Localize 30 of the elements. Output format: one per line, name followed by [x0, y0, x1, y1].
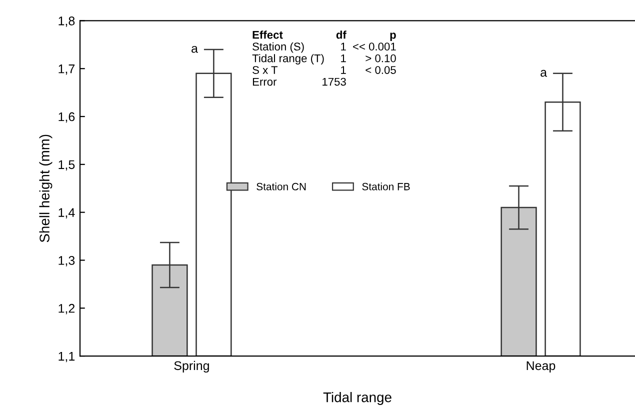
annotation: 1 [341, 42, 346, 50]
annotation: << 0.001 [353, 42, 396, 51]
x-tick-label: Spring [174, 360, 209, 373]
annotation: p [390, 32, 396, 41]
annotation: > 0.10 [366, 54, 396, 62]
legend-label: Station FB [362, 182, 410, 190]
annotation: 1753 [322, 78, 346, 86]
y-tick-label: 1,7 [58, 64, 75, 75]
annotation: Station (S) [252, 42, 304, 53]
y-tick-label: 1,4 [58, 208, 75, 218]
annotation: a [540, 70, 548, 77]
annotation: df [336, 30, 346, 39]
annotation: Error [252, 78, 277, 86]
y-tick-label: 1,5 [58, 160, 75, 171]
annotation: 1 [341, 54, 346, 62]
legend-label: Station CN [256, 182, 306, 190]
y-tick-label: 1,1 [58, 352, 75, 362]
annotation: Tidal range (T) [252, 54, 324, 64]
annotation: Effect [252, 30, 283, 39]
x-axis-title: Tidal range [323, 392, 392, 405]
y-tick-label: 1,8 [58, 16, 75, 27]
y-tick-label: 1,2 [58, 304, 75, 314]
y-axis-title: Shell height (mm) [39, 134, 52, 242]
annotation: < 0.05 [366, 66, 396, 74]
y-tick-label: 1,3 [58, 256, 75, 266]
x-tick-label: Neap [526, 361, 556, 373]
annotation: S x T [252, 66, 278, 74]
y-tick-label: 1,6 [58, 112, 75, 123]
annotation: 1 [341, 66, 346, 74]
annotation: a [192, 46, 198, 53]
